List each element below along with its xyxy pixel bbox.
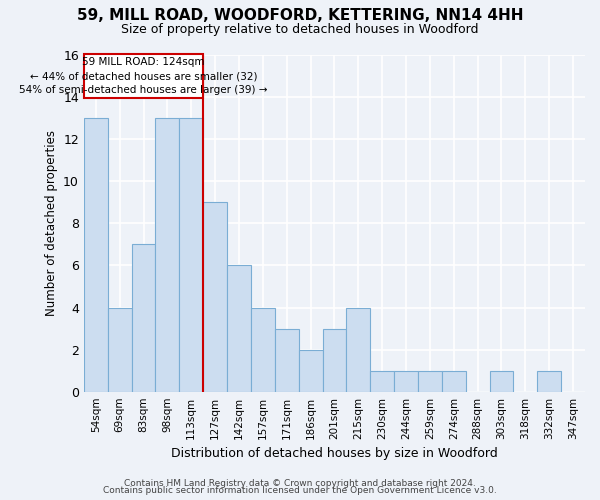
Bar (537, 370, 561, 392)
Bar (323, 328, 346, 392)
Text: ← 44% of detached houses are smaller (32): ← 44% of detached houses are smaller (32… (30, 71, 257, 81)
Bar (203, 202, 227, 392)
Y-axis label: Number of detached properties: Number of detached properties (44, 130, 58, 316)
Bar (251, 308, 275, 392)
Bar (442, 370, 466, 392)
Text: Contains public sector information licensed under the Open Government Licence v3: Contains public sector information licen… (103, 486, 497, 495)
Bar (346, 308, 370, 392)
Text: Contains HM Land Registry data © Crown copyright and database right 2024.: Contains HM Land Registry data © Crown c… (124, 478, 476, 488)
X-axis label: Distribution of detached houses by size in Woodford: Distribution of detached houses by size … (171, 447, 498, 460)
Bar (418, 370, 442, 392)
Bar (490, 370, 514, 392)
Bar (275, 328, 299, 392)
Text: Size of property relative to detached houses in Woodford: Size of property relative to detached ho… (121, 22, 479, 36)
Bar (370, 370, 394, 392)
Bar (84, 118, 108, 392)
Text: 59, MILL ROAD, WOODFORD, KETTERING, NN14 4HH: 59, MILL ROAD, WOODFORD, KETTERING, NN14… (77, 8, 523, 22)
Bar (131, 244, 155, 392)
Bar (394, 370, 418, 392)
Bar (155, 118, 179, 392)
Bar (179, 118, 203, 392)
FancyBboxPatch shape (84, 54, 203, 98)
Bar (108, 308, 131, 392)
Bar (227, 266, 251, 392)
Text: 54% of semi-detached houses are larger (39) →: 54% of semi-detached houses are larger (… (19, 84, 268, 94)
Bar (299, 350, 323, 392)
Text: 59 MILL ROAD: 124sqm: 59 MILL ROAD: 124sqm (82, 58, 205, 68)
